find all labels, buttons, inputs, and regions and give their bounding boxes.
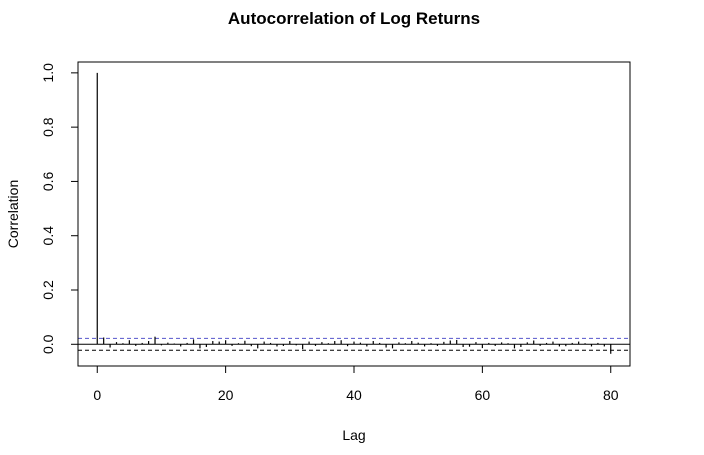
y-tick-label: 0.2 [40, 280, 56, 300]
x-tick-label: 0 [93, 387, 101, 403]
x-tick-label: 80 [603, 387, 619, 403]
chart-title: Autocorrelation of Log Returns [228, 9, 480, 28]
x-tick-label: 60 [475, 387, 491, 403]
y-axis: 0.0 0.2 0.4 0.6 0.8 1.0 [40, 63, 79, 354]
x-axis: 0 20 40 60 80 [93, 365, 619, 403]
y-tick-label: 0.8 [40, 117, 56, 137]
y-tick-label: 0.0 [40, 334, 56, 354]
x-axis-label: Lag [342, 427, 365, 443]
y-tick-label: 1.0 [40, 63, 56, 83]
plot-area [77, 61, 631, 367]
plot-frame [77, 61, 631, 367]
y-tick-label: 0.4 [40, 226, 56, 246]
x-tick-label: 40 [346, 387, 362, 403]
acf-bars [96, 72, 612, 354]
x-tick-label: 20 [218, 387, 234, 403]
y-axis-label: Correlation [5, 180, 21, 248]
y-tick-label: 0.6 [40, 171, 56, 191]
